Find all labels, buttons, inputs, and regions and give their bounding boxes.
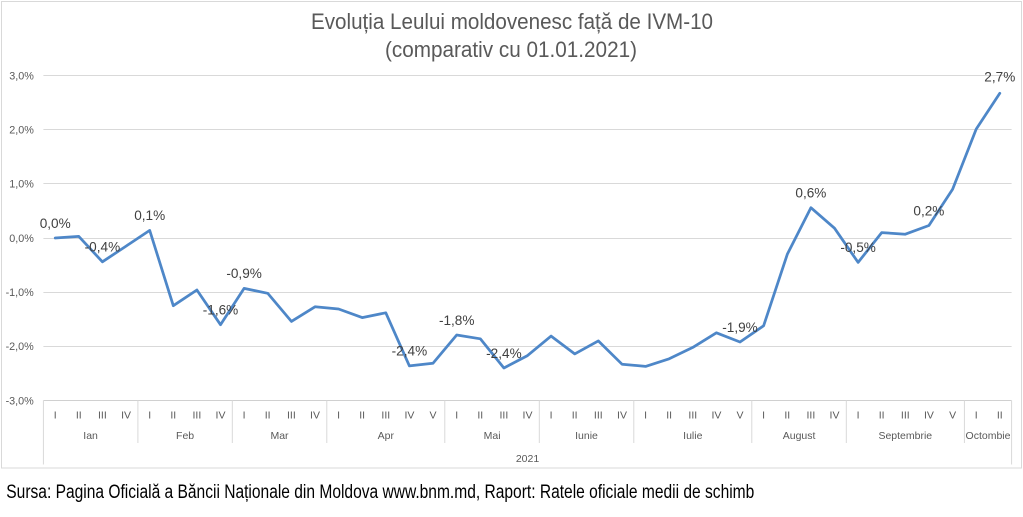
svg-text:1,0%: 1,0% — [9, 179, 34, 191]
svg-text:IV: IV — [121, 410, 131, 422]
svg-text:V: V — [949, 410, 956, 422]
svg-text:-1,9%: -1,9% — [722, 320, 758, 335]
svg-text:III: III — [807, 410, 816, 422]
svg-text:I: I — [762, 410, 765, 422]
svg-text:-0,5%: -0,5% — [840, 240, 876, 255]
svg-text:IV: IV — [617, 410, 627, 422]
svg-text:V: V — [429, 410, 436, 422]
svg-text:II: II — [170, 410, 176, 422]
svg-text:IV: IV — [404, 410, 414, 422]
svg-text:I: I — [857, 410, 860, 422]
svg-text:I: I — [54, 410, 57, 422]
svg-text:-1,8%: -1,8% — [439, 313, 475, 328]
svg-text:I: I — [550, 410, 553, 422]
svg-text:0,2%: 0,2% — [913, 203, 944, 218]
svg-text:-1,6%: -1,6% — [203, 303, 239, 318]
svg-text:-2,4%: -2,4% — [486, 346, 522, 361]
svg-text:IV: IV — [523, 410, 533, 422]
svg-text:2,0%: 2,0% — [9, 125, 34, 137]
svg-text:II: II — [572, 410, 578, 422]
svg-text:-2,0%: -2,0% — [6, 341, 35, 353]
svg-text:Iunie: Iunie — [575, 430, 598, 442]
svg-text:-0,9%: -0,9% — [226, 266, 262, 281]
svg-text:III: III — [381, 410, 390, 422]
svg-text:II: II — [997, 410, 1003, 422]
svg-text:II: II — [879, 410, 885, 422]
svg-text:Feb: Feb — [176, 430, 194, 442]
svg-text:IV: IV — [711, 410, 721, 422]
svg-text:II: II — [359, 410, 365, 422]
svg-text:Iulie: Iulie — [683, 430, 702, 442]
svg-text:III: III — [594, 410, 603, 422]
svg-text:IV: IV — [216, 410, 226, 422]
svg-text:III: III — [98, 410, 107, 422]
svg-text:-1,0%: -1,0% — [6, 287, 35, 299]
svg-text:I: I — [975, 410, 978, 422]
svg-text:Mar: Mar — [270, 430, 289, 442]
svg-text:-0,4%: -0,4% — [85, 240, 121, 255]
svg-text:0,6%: 0,6% — [795, 186, 826, 201]
svg-text:Apr: Apr — [378, 430, 395, 442]
svg-text:0,0%: 0,0% — [9, 233, 34, 245]
svg-text:Mai: Mai — [484, 430, 501, 442]
svg-text:2,7%: 2,7% — [984, 69, 1015, 84]
svg-text:I: I — [337, 410, 340, 422]
svg-text:I: I — [455, 410, 458, 422]
svg-text:2021: 2021 — [516, 453, 540, 465]
svg-text:0,0%: 0,0% — [40, 216, 71, 231]
svg-text:Evoluția Leului moldovenesc fa: Evoluția Leului moldovenesc față de IVM-… — [311, 9, 713, 34]
svg-text:(comparativ cu 01.01.2021): (comparativ cu 01.01.2021) — [385, 37, 637, 62]
svg-text:V: V — [736, 410, 743, 422]
svg-text:II: II — [265, 410, 271, 422]
svg-text:III: III — [287, 410, 296, 422]
svg-text:Octombie: Octombie — [966, 430, 1011, 442]
svg-text:II: II — [477, 410, 483, 422]
svg-text:II: II — [666, 410, 672, 422]
svg-text:IV: IV — [924, 410, 934, 422]
svg-text:IV: IV — [310, 410, 320, 422]
svg-text:IV: IV — [830, 410, 840, 422]
svg-text:August: August — [783, 430, 816, 442]
svg-text:III: III — [688, 410, 697, 422]
svg-text:I: I — [644, 410, 647, 422]
svg-text:-2,4%: -2,4% — [392, 344, 428, 359]
svg-text:Sursa: Pagina Oficială a Bănci: Sursa: Pagina Oficială a Băncii Național… — [6, 481, 754, 503]
svg-text:3,0%: 3,0% — [9, 70, 34, 82]
svg-text:-3,0%: -3,0% — [6, 395, 35, 407]
svg-text:III: III — [500, 410, 509, 422]
svg-text:Ian: Ian — [83, 430, 98, 442]
svg-text:0,1%: 0,1% — [134, 208, 165, 223]
svg-text:I: I — [148, 410, 151, 422]
svg-text:III: III — [193, 410, 202, 422]
svg-text:II: II — [76, 410, 82, 422]
svg-text:Septembrie: Septembrie — [878, 430, 932, 442]
svg-text:III: III — [901, 410, 910, 422]
svg-text:I: I — [243, 410, 246, 422]
svg-text:II: II — [784, 410, 790, 422]
